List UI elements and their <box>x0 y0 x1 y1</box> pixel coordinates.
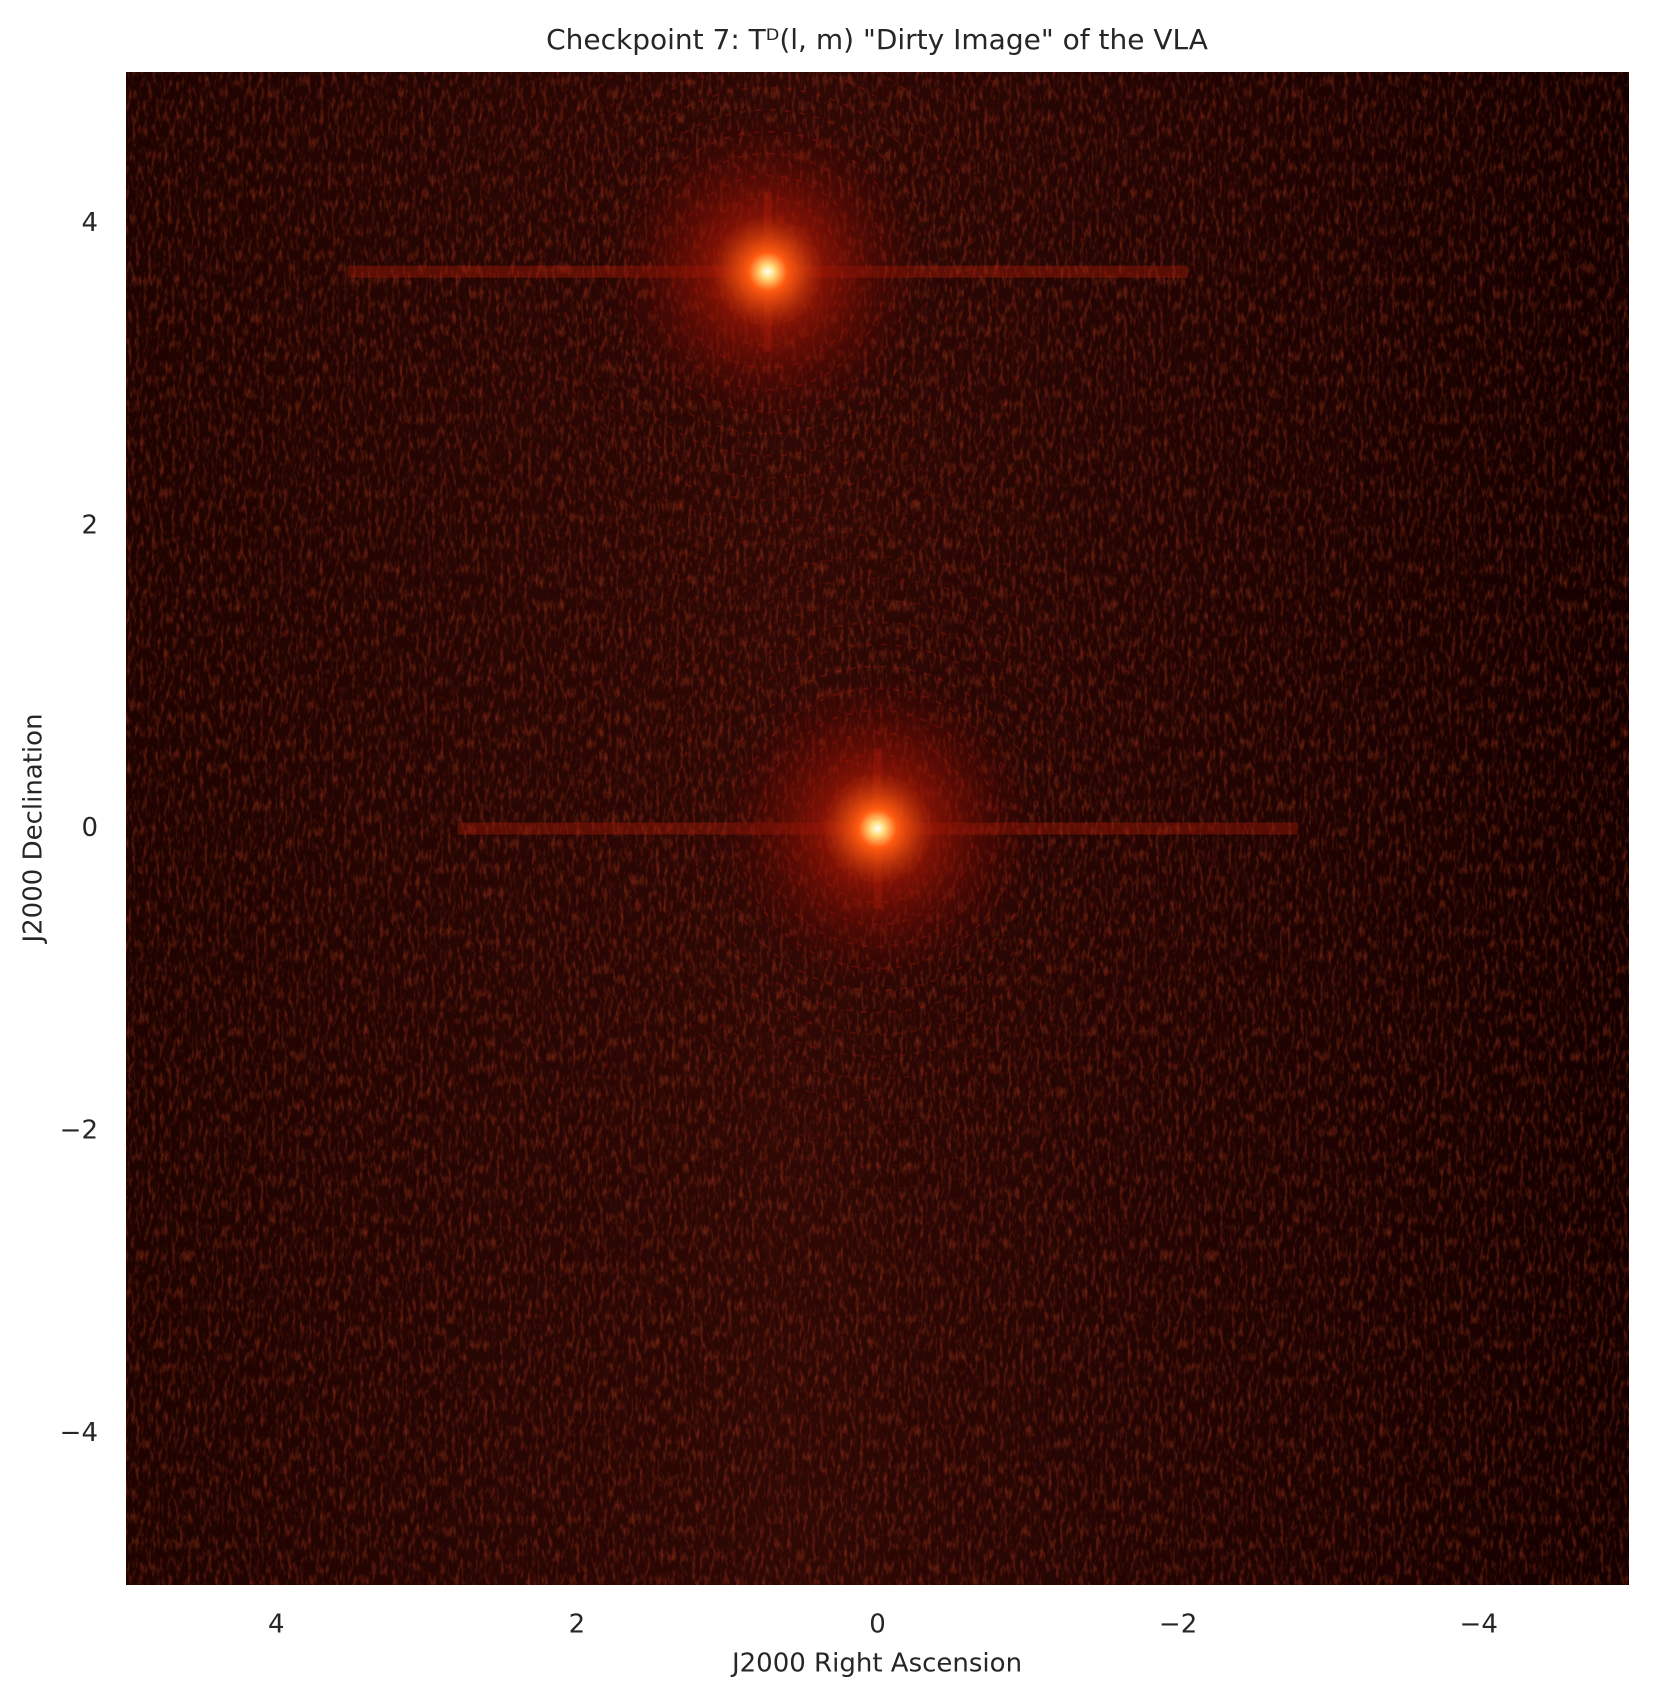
sidelobe-ring <box>604 555 1151 1102</box>
sidelobe-ring <box>362 313 1393 1344</box>
sidelobe-ring <box>126 72 1629 1585</box>
sidelobe-ring <box>560 511 1195 1146</box>
sidelobe-ring <box>126 72 1481 985</box>
y-tick-label: 2 <box>81 510 98 540</box>
x-tick-label: 4 <box>268 1610 285 1640</box>
sidelobe-ring <box>428 379 1327 1278</box>
sidelobe-ring <box>604 108 931 435</box>
sidelobe-ring <box>274 72 1261 765</box>
sidelobe-ring <box>340 72 1195 699</box>
sidelobe-ring <box>450 401 1305 1256</box>
sidelobe-ring <box>538 72 997 501</box>
y-tick-label: 4 <box>81 208 98 238</box>
sidelobe-ring <box>406 357 1349 1300</box>
sidelobe-ring <box>230 181 1525 1476</box>
sidelobe-ring <box>208 72 1327 831</box>
sidelobe-ring <box>538 489 1217 1168</box>
y-axis-label: J2000 Declination <box>19 713 49 944</box>
x-tick-label: 0 <box>869 1610 886 1640</box>
sidelobe-ring <box>494 72 1041 545</box>
sidelobe-ring <box>126 72 1415 919</box>
sidelobe-ring <box>670 621 1085 1036</box>
sidelobe-ring <box>208 159 1547 1498</box>
sidelobe-ring <box>560 72 975 479</box>
sidelobe-ring <box>142 93 1613 1564</box>
x-axis-label: J2000 Right Ascension <box>730 1649 1022 1679</box>
source-glow <box>717 668 1038 989</box>
sidelobe-ring <box>450 72 1085 589</box>
sidelobe-ring <box>296 72 1239 743</box>
sidelobe-ring <box>472 72 1063 567</box>
sidelobe-ring <box>714 665 1041 992</box>
x-tick-label: −4 <box>1460 1610 1498 1640</box>
sidelobe-ring <box>230 72 1305 809</box>
sidelobe-ring <box>142 72 1393 897</box>
sidelobe-ring <box>126 72 1591 1095</box>
x-tick-label: 2 <box>569 1610 586 1640</box>
sidelobe-ring <box>692 643 1063 1014</box>
x-tick-label: −2 <box>1159 1610 1197 1640</box>
sidelobe-ring <box>126 72 1613 1117</box>
sidelobe-ring <box>384 72 1151 655</box>
sidelobe-ring <box>186 137 1569 1520</box>
sidelobe-ring <box>384 335 1371 1322</box>
sidelobe-ring <box>472 423 1283 1234</box>
y-tick-label: −4 <box>60 1418 98 1448</box>
sidelobe-ring <box>582 86 953 457</box>
sidelobe-ring <box>494 445 1261 1212</box>
source-glow <box>607 111 928 432</box>
sidelobe-ring <box>126 72 1525 1029</box>
sidelobe-ring <box>126 72 1459 963</box>
sidelobe-ring <box>126 72 1503 1007</box>
sidelobe-ring <box>362 72 1173 677</box>
sidelobe-ring <box>626 577 1129 1080</box>
sidelobe-ring <box>582 533 1173 1124</box>
sidelobe-ring <box>164 115 1591 1542</box>
sidelobe-ring <box>516 72 1019 523</box>
sidelobe-ring <box>648 599 1107 1058</box>
sidelobe-ring <box>428 72 1107 611</box>
sidelobe-ring <box>164 72 1371 875</box>
sidelobe-ring <box>516 467 1239 1190</box>
y-tick-label: −2 <box>60 1116 98 1146</box>
sidelobe-ring <box>186 72 1349 853</box>
chart-title: Checkpoint 7: Tᴰ(l, m) "Dirty Image" of … <box>546 23 1208 56</box>
y-tick-label: 0 <box>81 813 98 843</box>
sidelobe-ring <box>126 72 1437 941</box>
sidelobe-ring <box>252 72 1283 787</box>
sidelobe-ring <box>126 72 1569 1073</box>
sidelobe-ring <box>318 72 1217 721</box>
sidelobe-ring <box>406 72 1129 633</box>
